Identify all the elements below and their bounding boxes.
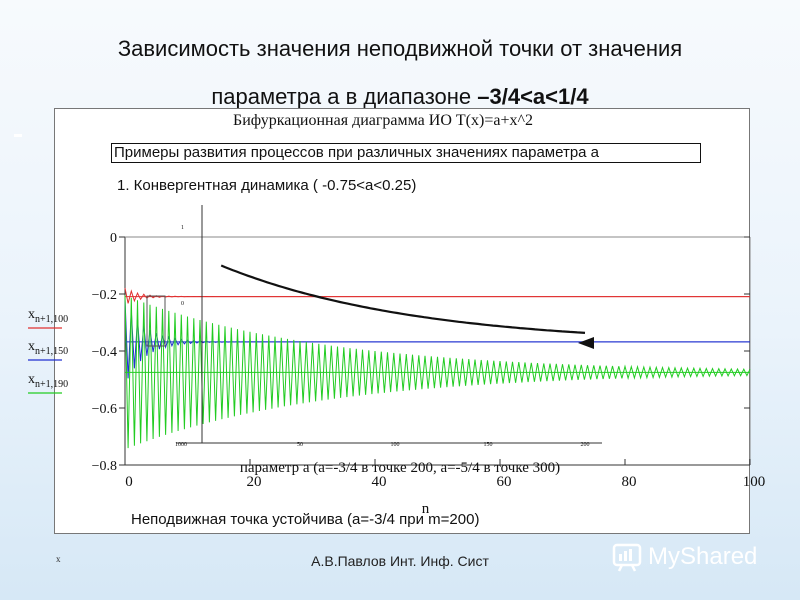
inset-x-tick-label: 200: [581, 442, 590, 448]
legend-label-2: xn+1,190: [28, 372, 68, 390]
inset-x-tick-label: 100: [391, 442, 400, 448]
y-tick-label: −0.2: [92, 288, 117, 303]
x-axis-label: n: [422, 501, 430, 517]
x-tick-label: 40: [372, 474, 387, 490]
inset-arrowhead: [578, 337, 594, 349]
y-tick-label: 0: [110, 231, 117, 246]
inset-axis-label-box: [146, 295, 166, 347]
slide-title-line1: Зависимость значения неподвижной точки о…: [117, 36, 683, 61]
x-tick-label: 60: [497, 474, 512, 490]
series-trace-0: [124, 287, 750, 304]
inset-caption: параметр a (a=-3/4 в точке 200, a=-5/4 в…: [240, 460, 560, 476]
inset-y-tick-label: 1: [181, 225, 184, 231]
inset-x-tick-label: 150: [484, 442, 493, 448]
y-tick-label: −0.8: [92, 459, 117, 474]
slide-title-line2: параметра a в диапазоне –3/4<a<1/4: [0, 84, 800, 110]
logo-text: MyShared: [648, 543, 757, 570]
chart-frame: Бифуркационная диаграмма ИО T(x)=a+x^2 П…: [54, 108, 750, 534]
y-tick-label: −0.4: [92, 345, 117, 360]
inset-x-tick-label: 50: [297, 442, 303, 448]
x-tick-label: 100: [743, 474, 766, 490]
y-tick-label: −0.6: [92, 402, 117, 417]
x-tick-label: 0: [125, 474, 133, 490]
decorative-dash: [14, 134, 22, 137]
convergent-label: 1. Конвергентная динамика ( -0.75<a<0.25…: [117, 177, 417, 194]
title-range: –3/4<a<1/4: [477, 84, 589, 109]
stable-note: Неподвижная точка устойчива (a=-3/4 при …: [131, 511, 480, 528]
inset-y-tick-label: 0: [181, 301, 184, 307]
x-tick-label: 80: [622, 474, 637, 490]
examples-heading: Примеры развития процессов при различных…: [111, 143, 701, 163]
legend-label-0: xn+1,100: [28, 307, 68, 325]
x-tick-label: 20: [247, 474, 262, 490]
small-mark: x: [56, 554, 61, 564]
series-trace-2: [124, 295, 751, 449]
bifurcation-title: Бифуркационная диаграмма ИО T(x)=a+x^2: [233, 112, 533, 129]
legend-label-1: xn+1,150: [28, 339, 68, 357]
footer-author: А.В.Павлов Инт. Инф. Сист: [311, 553, 489, 569]
myshared-logo: MyShared: [612, 543, 757, 572]
inset-curve: [220, 264, 586, 334]
inset-x-tick-label: 1000: [175, 442, 187, 448]
series-trace-1: [124, 299, 750, 379]
title-line2-text: параметра a в диапазоне: [211, 84, 478, 109]
